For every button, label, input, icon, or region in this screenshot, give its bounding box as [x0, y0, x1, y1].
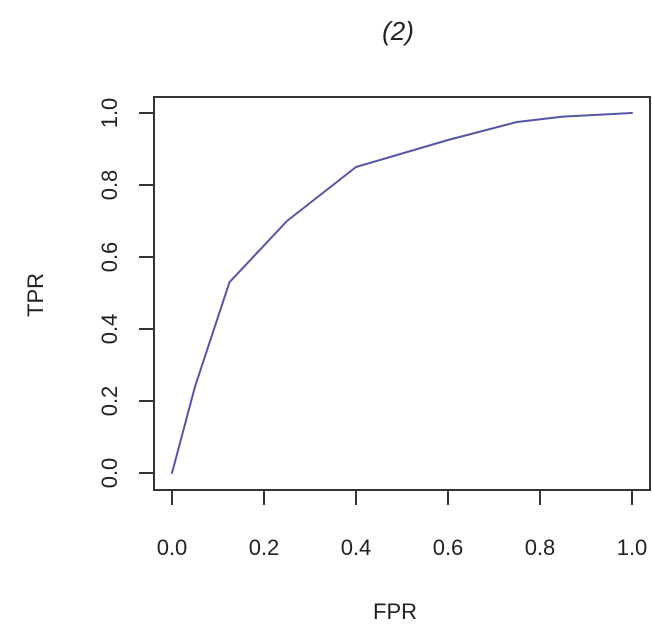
x-tick-label: 0.4 — [341, 535, 372, 560]
x-tick-label: 0.2 — [249, 535, 280, 560]
y-tick-label: 0.0 — [97, 458, 122, 489]
y-tick-label: 0.4 — [97, 314, 122, 345]
y-tick-label: 0.2 — [97, 386, 122, 417]
roc-point — [193, 385, 197, 389]
roc-point — [285, 219, 289, 223]
roc-point — [170, 471, 174, 475]
x-tick-label: 0.0 — [157, 535, 188, 560]
x-tick-label: 1.0 — [617, 535, 648, 560]
roc-points — [170, 111, 634, 475]
roc-curve — [171, 112, 633, 474]
roc-point — [354, 165, 358, 169]
plot-frame — [153, 96, 651, 491]
y-axis-ticks: 0.0 0.2 0.4 0.6 0.8 1.0 — [97, 98, 154, 489]
roc-point — [515, 120, 519, 124]
x-tick-label: 0.8 — [525, 535, 556, 560]
y-tick-label: 0.8 — [97, 170, 122, 201]
y-tick-label: 0.6 — [97, 242, 122, 273]
y-axis-label: TPR — [23, 273, 48, 317]
roc-point — [228, 280, 232, 284]
roc-point — [446, 138, 450, 142]
roc-point — [561, 115, 565, 119]
x-axis-label: FPR — [373, 599, 417, 624]
y-tick-label: 1.0 — [97, 98, 122, 129]
chart-title: (2) — [382, 16, 414, 46]
x-axis-ticks: 0.0 0.2 0.4 0.6 0.8 1.0 — [157, 490, 648, 560]
x-tick-label: 0.6 — [433, 535, 464, 560]
roc-point — [630, 111, 634, 115]
